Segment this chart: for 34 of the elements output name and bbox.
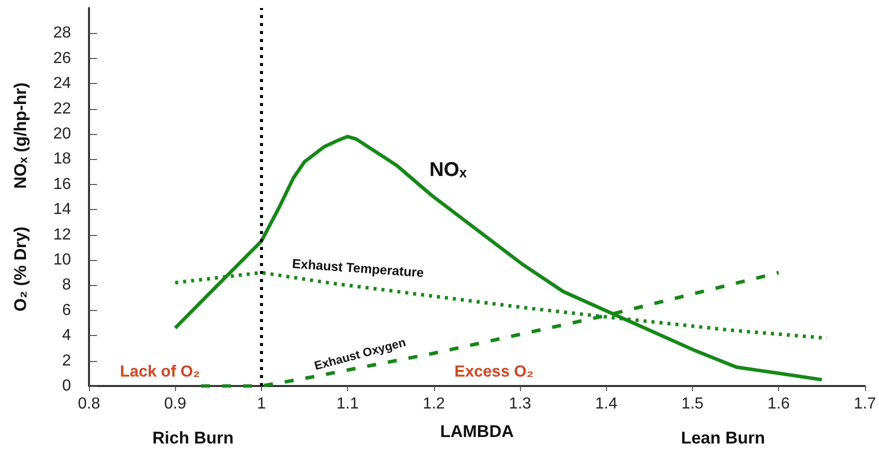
y-tick-label: 22 <box>53 100 72 118</box>
y-tick-label: 18 <box>53 150 72 168</box>
x-tick-label: 0.8 <box>78 396 100 412</box>
x-tick-label: 1.7 <box>854 396 876 412</box>
y-tick-label: 14 <box>53 201 72 218</box>
y-tick-label: 16 <box>53 176 72 193</box>
y-tick-label: 2 <box>62 352 72 370</box>
x-tick-label: 1.2 <box>422 396 446 412</box>
y-tick-label: 4 <box>62 327 72 344</box>
x-tick-label: 0.9 <box>164 396 186 412</box>
series-label: Exhaust Temperature <box>292 256 424 280</box>
x-axis-title: LAMBDA <box>440 422 514 441</box>
annotation: Excess O₂ <box>454 364 534 380</box>
x-tick-label: 1.3 <box>508 396 532 412</box>
text: Lean Burn <box>680 428 766 448</box>
y-tick-label: 8 <box>62 276 72 294</box>
series-label: NOₓ <box>429 159 468 181</box>
y-tick-label: 28 <box>53 24 72 42</box>
x-tick-label: 1 <box>256 396 266 412</box>
y-tick-label: 26 <box>53 50 72 67</box>
y-tick-label: 20 <box>53 126 72 142</box>
x-tick-label: 1.4 <box>595 396 618 412</box>
x-tick-label: 1.1 <box>336 396 359 412</box>
x-tick-label: 1.5 <box>681 396 704 412</box>
y-tick-label: 6 <box>62 302 72 319</box>
annotation: Lack of O₂ <box>120 364 200 380</box>
x-tick-label: 1.6 <box>768 396 790 412</box>
y-tick-label: 10 <box>53 252 72 268</box>
y-tick-label: 12 <box>53 226 72 244</box>
y-tick-label: 24 <box>53 75 72 92</box>
text: Rich Burn <box>152 428 234 448</box>
y-tick-label: 0 <box>62 378 72 394</box>
text: Exhaust Oxygen <box>312 335 408 373</box>
y-axis-title: O₂ (% Dry) NOₓ (g/hp-hr) <box>11 82 30 312</box>
